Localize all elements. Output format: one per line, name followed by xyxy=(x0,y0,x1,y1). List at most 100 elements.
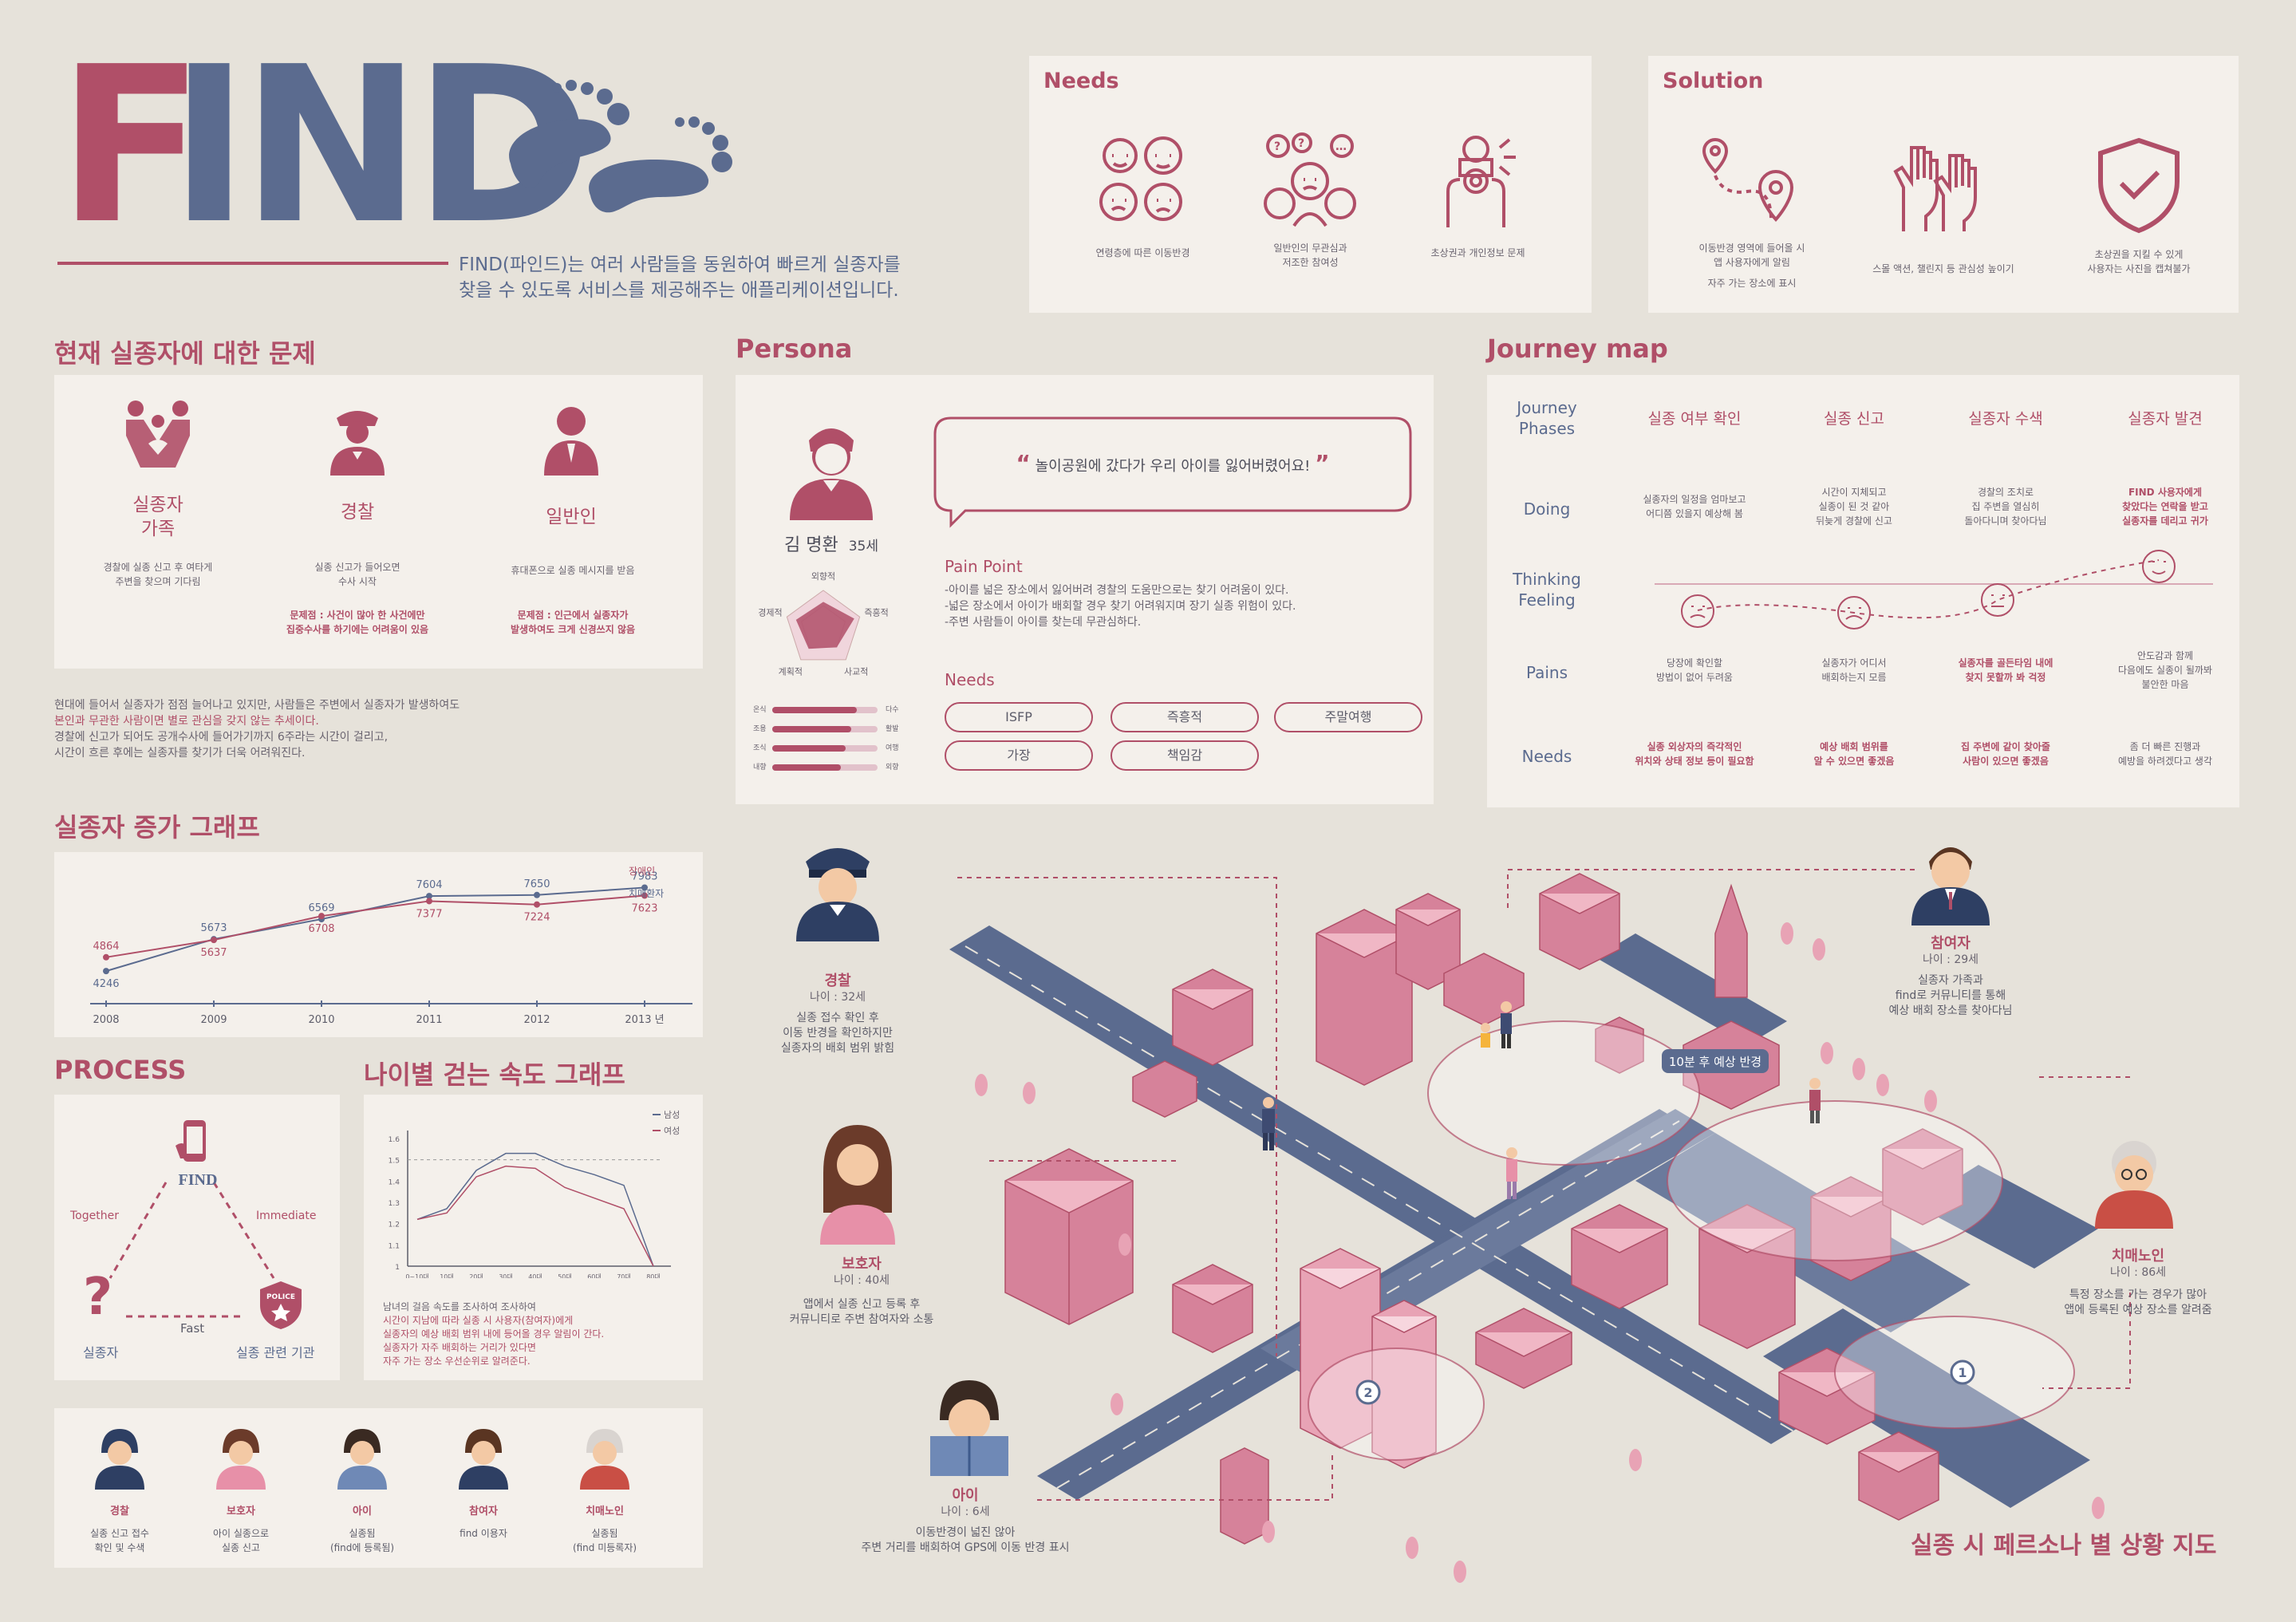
persona-strip-line-1: 아이 실종으로 xyxy=(212,1528,270,1539)
map-people xyxy=(1262,1001,1821,1199)
journey-doing-line: 돌아다니며 찾아다님 xyxy=(1964,515,2047,527)
map-participant-figure xyxy=(1501,1001,1512,1048)
needs-card: Needs 연령층에 따른 이동반경 ?? … 일반인의 무관심과 저조한 참여성… xyxy=(1029,56,1592,313)
problem-col-1-name-line-2: 가족 xyxy=(140,519,176,539)
growth-legend-0: 치매환자 xyxy=(629,888,664,899)
trait-bar-track xyxy=(772,726,878,732)
child-callout-desc: 이동반경이 넓진 않아 주변 거리를 배회하여 GPS에 이동 반경 표시 xyxy=(822,1525,1109,1556)
journey-doing-line: FIND 사용자에게 xyxy=(2128,487,2203,498)
problem-col-2-note: 문제점 : 사건이 많아 한 사건에만 집중수사를 하기에는 어려움이 있음 xyxy=(262,608,453,637)
solution-item-1-line-2: 앱 사용자에게 알림 xyxy=(1714,257,1790,268)
police-callout-line-2: 이동 반경을 확인하지만 xyxy=(783,1027,893,1040)
problems-paragraph-line-2: 본인과 무관한 사람이면 별로 관심을 갖지 않는 추세이다. xyxy=(54,715,319,728)
map-child-figure xyxy=(1481,1023,1490,1048)
participant-callout: 참여자 나이 : 29세 실종자 가족과 find로 커뮤니티를 통해 예상 배… xyxy=(1859,932,2042,1019)
journey-pains-line: 다음에도 실종이 될까봐 xyxy=(2117,665,2213,676)
growth-point xyxy=(426,898,432,905)
speed-female-line xyxy=(416,1165,654,1267)
growth-data-label: 5637 xyxy=(200,947,227,959)
marker-1-label: 1 xyxy=(1958,1365,1967,1380)
journey-card: Journey Phases Doing Thinking Feeling Pains… xyxy=(1487,375,2239,807)
shield-check-icon xyxy=(2098,137,2180,234)
pain-line-3: -주변 사람들이 아이를 찾는데 무관심하다. xyxy=(945,616,1142,629)
trait-bar-left-label: 조식 xyxy=(753,744,767,752)
growth-data-label: 6708 xyxy=(308,923,334,935)
speed-chart: 1.6 1.5 1.4 1.3 1.2 1.1 1 0~10대 10대 20대 30대 40대 50대 6… xyxy=(389,1110,681,1281)
journey-pains-cell: 실종자가 어디서 배회하는지 모름 xyxy=(1774,656,1934,685)
problems-paragraph-line-4: 시간이 흐른 후에는 실종자를 찾기가 더욱 어려워진다. xyxy=(54,747,306,760)
speed-y-tick-label: 1 xyxy=(395,1264,400,1272)
trait-bar-right-label: 여행 xyxy=(886,744,899,752)
problems-card: 실종자 가족 경찰에 실종 신고 후 여타게 주변을 찾으며 기다림 경찰 실종… xyxy=(54,375,703,669)
journey-doing-line: 경찰의 조치로 xyxy=(1977,487,2034,498)
trait-bar-row: 조식 여행 xyxy=(753,740,913,756)
persona-strip-line-1: find 이용자 xyxy=(460,1528,507,1539)
process-card: FIND Together Immediate ? POLICE Fast 실종… xyxy=(54,1095,340,1380)
problem-col-1-name-line-1: 실종자 xyxy=(132,495,183,515)
persona-strip-name: 참여자 xyxy=(469,1506,498,1517)
journey-needs-cell: 좀 더 빠른 진행과 예방을 하려겠다고 생각 xyxy=(2085,740,2245,768)
footprint-icon xyxy=(509,80,732,213)
persona-name: 김 명환 xyxy=(784,535,838,555)
solution-item-2-label: 스몰 액션, 챌린지 등 관심성 높이기 xyxy=(1872,263,2014,274)
persona-quote-text: 놀이공원에 갔다가 우리 아이를 잃어버렸어요! xyxy=(1035,458,1311,475)
police-badge-text: POLICE xyxy=(266,1293,295,1301)
trait-bar-track xyxy=(772,764,878,771)
phone-icon xyxy=(176,1120,206,1162)
map-title: 실종 시 페르소나 별 상황 지도 xyxy=(1911,1532,2217,1560)
trait-bar-row: 내향 외향 xyxy=(753,760,913,775)
problem-col-2-desc-line-1: 실종 신고가 들어오면 xyxy=(314,562,400,573)
problem-col-2-note-line-2: 집중수사를 하기에는 어려움이 있음 xyxy=(286,624,429,635)
journey-doing-cell: FIND 사용자에게 찾았다는 연락을 받고 실종자를 데리고 귀가 xyxy=(2085,485,2245,528)
tagline-line-1: FIND(파인드)는 여러 사람들을 동원하여 빠르게 실종자를 xyxy=(459,255,901,275)
speed-y-tick-label: 1.5 xyxy=(389,1158,400,1166)
elder-callout-name: 치매노인 xyxy=(2111,1248,2165,1265)
solution-item-1-line-1: 이동반경 영역에 들어올 시 xyxy=(1698,243,1805,254)
solution-item-3-label: 초상권을 지킬 수 있게 사용자는 사진을 캡쳐불가 xyxy=(2047,247,2231,276)
guardian-callout-desc: 앱에서 실종 신고 등록 후 커뮤니티로 주변 참여자와 소통 xyxy=(758,1297,965,1328)
growth-x-tick-label: 2008 xyxy=(93,1014,119,1026)
speed-y-tick-label: 1.6 xyxy=(389,1136,400,1144)
solution-title: Solution xyxy=(1663,69,1764,93)
journey-doing-line: 실종자를 데리고 귀가 xyxy=(2122,515,2208,527)
problems-paragraph-line-1: 현대에 들어서 실종자가 점점 늘어나고 있지만, 사람들은 주변에서 실종자가… xyxy=(54,699,460,712)
needs-pill-isfp: ISFP xyxy=(945,702,1093,732)
problems-paragraph-line-3: 경찰에 신고가 되어도 공개수사에 들어가기까지 6주라는 시간이 걸리고, xyxy=(54,731,389,744)
trait-bar-track xyxy=(772,745,878,752)
problem-col-1-desc: 경찰에 실종 신고 후 여타게 주변을 찾으며 기다림 xyxy=(70,560,246,589)
participant-map-avatar-icon xyxy=(1911,847,1990,925)
trait-bar-fill xyxy=(772,707,857,713)
growth-data-label: 4246 xyxy=(93,978,119,990)
growth-series-line-0 xyxy=(105,886,645,973)
participant-callout-line-1: 실종자 가족과 xyxy=(1918,974,1983,987)
growth-data-label: 7650 xyxy=(523,878,550,890)
participant-callout-line-2: find로 커뮤니티를 통해 xyxy=(1895,989,2006,1002)
growth-data-label: 5673 xyxy=(200,922,227,934)
speed-note-1: 남녀의 걸음 속도를 조사하여 조사하여 xyxy=(383,1301,536,1312)
trait-bar-left-label: 내향 xyxy=(753,764,767,772)
police-badge-icon: POLICE xyxy=(260,1281,302,1329)
needs-pill-weekend-trip: 주말여행 xyxy=(1274,702,1422,732)
problem-col-3-note-line-1: 문제점 : 인근에서 실종자가 xyxy=(517,610,629,621)
journey-pains-line: 실종자를 골든타임 내에 xyxy=(1958,657,2053,669)
growth-x-tick-label: 2010 xyxy=(308,1014,334,1026)
child-callout-line-1: 이동반경이 넓진 않아 xyxy=(915,1526,1016,1539)
journey-doing-line: 시간이 지체되고 xyxy=(1821,487,1887,498)
map-elder-figure xyxy=(1809,1078,1821,1123)
svg-text:…: … xyxy=(1335,140,1347,153)
child-callout-name: 아이 xyxy=(952,1487,979,1504)
persona-strip-item: 참여자 find 이용자 xyxy=(428,1408,539,1568)
participant-callout-desc: 실종자 가족과 find로 커뮤니티를 통해 예상 배회 장소를 찾아다님 xyxy=(1859,973,2042,1019)
persona-strip-line-2: (find에 등록됨) xyxy=(329,1542,395,1553)
journey-phase: 실종 여부 확인 xyxy=(1647,410,1742,428)
police-avatar-icon xyxy=(95,1429,144,1490)
process-title: PROCESS xyxy=(54,1055,187,1085)
persona-strip-line-1: 실종 신고 접수 xyxy=(90,1528,149,1539)
header-rule xyxy=(57,262,448,265)
problem-col-2-name: 경찰 xyxy=(340,502,375,523)
growth-chart: 2008 2009 2010 2011 2012 2013 년 4246 5673 6569 76… xyxy=(90,866,692,1026)
growth-point xyxy=(534,901,540,908)
growth-point xyxy=(318,913,325,920)
police-map-avatar-icon xyxy=(796,848,879,941)
journey-doing-line: 실종자의 일정을 엄마보고 xyxy=(1643,494,1746,505)
